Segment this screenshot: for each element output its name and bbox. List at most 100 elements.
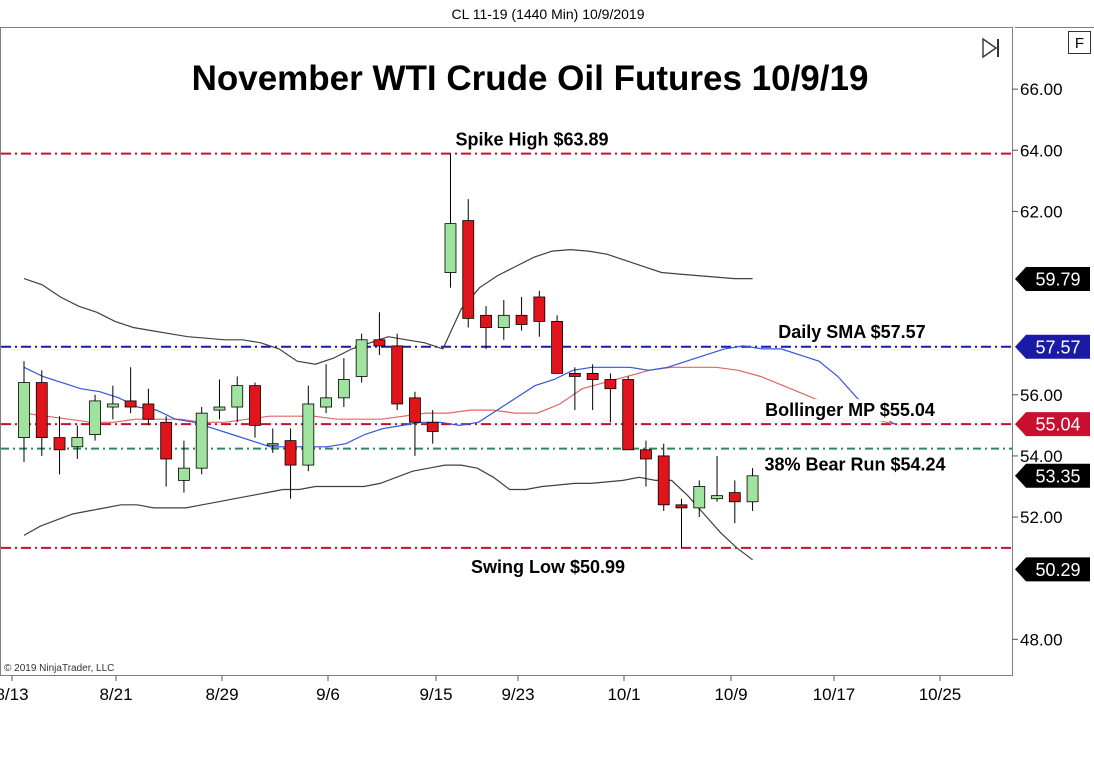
price-badge-shape [1015, 557, 1090, 582]
candle-body [568, 372, 581, 377]
candle [746, 468, 759, 511]
candle [675, 498, 688, 548]
price-badge-label: 55.04 [1035, 415, 1080, 435]
candle-body [462, 220, 475, 319]
candle-body [89, 400, 101, 435]
candle-body [728, 492, 741, 503]
candle-body [604, 379, 617, 390]
candle [71, 425, 84, 459]
bollinger-mid-line [23, 366, 895, 425]
candle-body [409, 397, 421, 423]
candle [693, 480, 706, 518]
time-tick-label: 8/29 [205, 685, 238, 704]
candle-body [302, 403, 315, 466]
candle-body [71, 437, 84, 448]
candle-body [693, 486, 706, 509]
candle [89, 394, 101, 441]
candle [604, 373, 617, 423]
price-badge: 53.35 [1015, 463, 1090, 488]
candle-body [35, 382, 48, 438]
time-tick-label: 10/25 [919, 685, 962, 704]
candle-body [391, 345, 404, 405]
price-badge: 57.57 [1015, 334, 1090, 359]
candles [18, 153, 759, 548]
bollinger-upper-line [23, 248, 753, 365]
price-tick-label: 52.00 [1020, 508, 1063, 527]
time-tick-label: 8/21 [99, 685, 132, 704]
candle-body [18, 382, 30, 438]
candle [586, 364, 599, 411]
time-tick-label: 10/17 [813, 685, 856, 704]
candle [711, 455, 723, 502]
candle-body [53, 437, 66, 451]
candle [622, 376, 635, 451]
level-lines [1, 152, 1012, 549]
price-badge-label: 53.35 [1035, 466, 1080, 486]
candle-body [160, 421, 173, 460]
candle-body [373, 339, 386, 347]
candle-body [515, 314, 528, 325]
indicator-lines [23, 248, 896, 561]
price-badges: 59.79 57.57 55.04 53.35 50.29 [1015, 266, 1090, 582]
time-tick-label: 10/9 [714, 685, 747, 704]
time-tick-label: 8/13 [0, 685, 29, 704]
copyright-text: © 2019 NinjaTrader, LLC [4, 663, 114, 674]
candle-body [711, 495, 723, 500]
candle-body [497, 314, 510, 328]
candle [497, 300, 510, 340]
candle [18, 361, 30, 463]
candle [409, 391, 421, 456]
candle [213, 379, 226, 420]
candle-body [249, 385, 261, 426]
candle [249, 382, 261, 438]
chart-title: November WTI Crude Oil Futures 10/9/19 [192, 59, 869, 98]
candle-body [426, 421, 439, 432]
candle [533, 290, 546, 337]
candle [302, 385, 315, 472]
candle [355, 333, 368, 383]
candle [320, 364, 332, 414]
level-label: 38% Bear Run $54.24 [764, 455, 945, 475]
level-label: Bollinger MP $55.04 [765, 400, 935, 420]
time-tick-label: 9/6 [316, 685, 340, 704]
candle-body [124, 400, 137, 408]
price-axis: 66.00 64.00 62.00 56.00 54.00 52.00 48.00 [1012, 80, 1063, 649]
price-badge-shape [1015, 463, 1090, 488]
candle-body [657, 455, 670, 506]
candle-body [106, 403, 119, 408]
candle [195, 407, 208, 475]
price-badge-shape [1015, 412, 1090, 437]
candle [515, 296, 528, 331]
format-button[interactable]: F [1068, 31, 1091, 54]
candle-body [480, 314, 492, 328]
plot-frame [0, 27, 1013, 676]
candle-body [284, 440, 297, 466]
price-tick-label: 64.00 [1020, 141, 1063, 160]
time-tick-label: 10/1 [607, 685, 640, 704]
price-badge-label: 57.57 [1035, 337, 1080, 357]
skip-to-end-icon[interactable] [978, 36, 1004, 60]
candle [640, 440, 652, 487]
candle [568, 367, 581, 411]
candle-body [640, 449, 652, 460]
candle [373, 312, 386, 356]
price-badge: 50.29 [1015, 557, 1090, 582]
candle-body [622, 379, 635, 451]
candle [178, 440, 190, 493]
price-badge: 55.04 [1015, 412, 1090, 437]
level-labels: Spike High $63.89 Daily SMA $57.57 Bolling… [455, 130, 947, 577]
candle-body [675, 504, 688, 509]
candle-body [337, 379, 350, 399]
candle-body [213, 406, 226, 411]
price-tick-label: 66.00 [1020, 80, 1063, 99]
candle-body [231, 385, 244, 408]
level-label: Daily SMA $57.57 [778, 322, 925, 342]
time-tick-label: 9/23 [501, 685, 534, 704]
price-badge-shape [1015, 266, 1090, 291]
candle [142, 388, 155, 426]
candle [426, 410, 439, 444]
candle [124, 367, 137, 414]
candle [266, 428, 279, 453]
